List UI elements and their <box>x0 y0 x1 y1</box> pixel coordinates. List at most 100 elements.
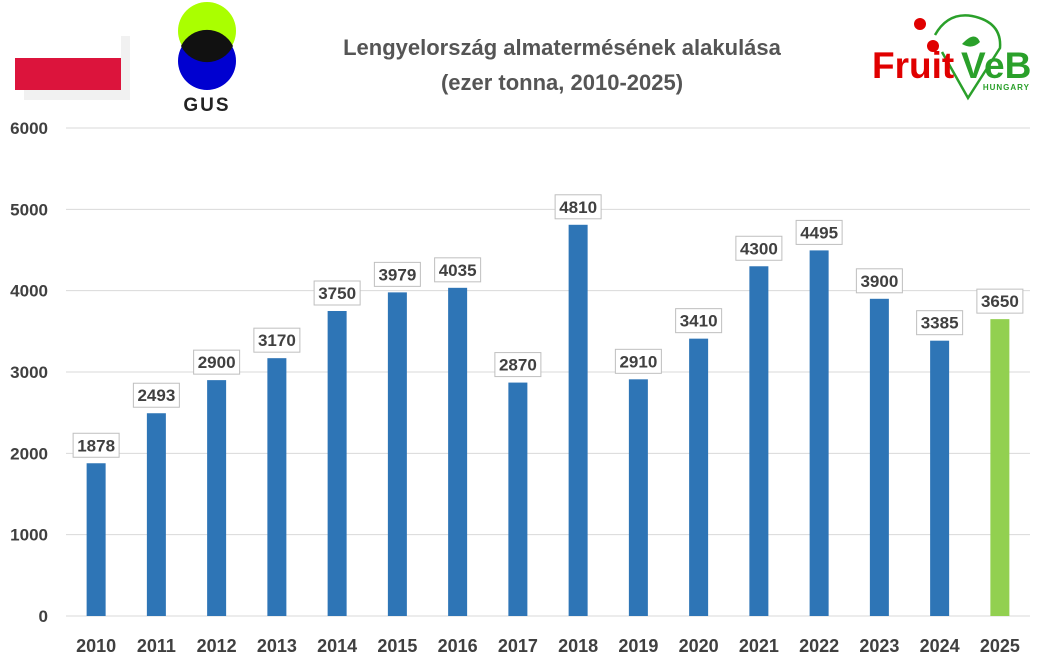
x-tick-label: 2018 <box>558 636 598 656</box>
bar-2012 <box>207 380 227 616</box>
fruitveb-v-shape <box>933 14 1002 101</box>
x-tick-label: 2013 <box>257 636 297 656</box>
data-labels-layer: 1878 2493 2900 3170 3750 3979 4035 2870 4810 2910… <box>72 194 1024 458</box>
chart-title-line2: (ezer tonna, 2010-2025) <box>441 70 683 95</box>
data-label-value: 3979 <box>378 265 416 284</box>
bar-2010 <box>86 463 106 616</box>
data-label-value: 3410 <box>680 312 718 331</box>
bar-2025 <box>990 319 1010 616</box>
bar-2018 <box>568 224 588 616</box>
data-label-box <box>735 235 783 261</box>
grid-layer <box>66 127 1030 617</box>
bar-2015 <box>387 292 407 616</box>
x-tick-label: 2015 <box>377 636 417 656</box>
data-label-2019: 2910 <box>614 348 662 374</box>
data-label-2016: 4035 <box>434 257 482 283</box>
data-label-value: 1878 <box>77 436 115 455</box>
x-axis: 2010 2011 2012 2013 2014 2015 2016 2017 2018 2019… <box>76 636 1020 656</box>
bar-2014 <box>327 311 347 616</box>
bar-2013 <box>267 358 287 616</box>
data-label-value: 2493 <box>137 386 175 405</box>
data-label-value: 2910 <box>619 352 657 371</box>
y-tick-label: 2000 <box>10 444 48 463</box>
data-label-box <box>554 194 602 220</box>
data-label-value: 3900 <box>860 272 898 291</box>
fruitveb-text-eb: eB <box>984 45 1031 86</box>
data-label-2014: 3750 <box>313 280 361 306</box>
data-label-value: 4035 <box>439 261 477 280</box>
bar-2021 <box>749 266 769 616</box>
y-tick-label: 4000 <box>10 282 48 301</box>
chart-title-line1: Lengyelország almatermésének alakulása <box>343 35 782 60</box>
fruitveb-v-letter: V <box>961 45 986 86</box>
fruitveb-logo: Fruit V eB HUNGARY <box>872 14 1031 101</box>
x-tick-label: 2017 <box>498 636 538 656</box>
x-tick-label: 2022 <box>799 636 839 656</box>
fruitveb-text-fruit: Fruit <box>872 45 954 86</box>
data-label-2020: 3410 <box>675 308 723 334</box>
x-tick-label: 2024 <box>920 636 960 656</box>
y-tick-label: 5000 <box>10 200 48 219</box>
data-label-2018: 4810 <box>554 194 602 220</box>
data-label-2021: 4300 <box>735 235 783 261</box>
data-label-box <box>72 432 120 458</box>
bar-2023 <box>869 298 889 616</box>
data-label-value: 4495 <box>800 223 838 242</box>
data-label-value: 3750 <box>318 284 356 303</box>
bar-2022 <box>809 250 829 616</box>
data-label-box <box>855 268 903 294</box>
gus-logo: GUS <box>178 2 236 116</box>
data-label-box <box>434 257 482 283</box>
data-label-box <box>795 219 843 245</box>
poland-flag-icon <box>15 26 130 100</box>
gus-overlap <box>181 29 233 63</box>
data-label-2013: 3170 <box>253 327 301 353</box>
x-tick-label: 2021 <box>739 636 779 656</box>
data-label-value: 2870 <box>499 356 537 375</box>
data-label-2015: 3979 <box>373 261 421 287</box>
data-label-box <box>373 261 421 287</box>
x-tick-label: 2023 <box>859 636 899 656</box>
data-label-2023: 3900 <box>855 268 903 294</box>
bar-2011 <box>146 413 166 616</box>
gus-logo-text: GUS <box>183 95 230 116</box>
data-label-box <box>494 352 542 378</box>
bar-2016 <box>448 287 468 616</box>
data-label-box <box>614 348 662 374</box>
cherry-icon <box>914 18 926 30</box>
data-label-2011: 2493 <box>132 382 180 408</box>
cherry-icon-2 <box>927 40 939 52</box>
data-label-value: 4810 <box>559 198 597 217</box>
data-label-2010: 1878 <box>72 432 120 458</box>
y-axis: 0 1000 2000 3000 4000 5000 6000 <box>10 119 48 626</box>
data-label-2025: 3650 <box>976 288 1024 314</box>
data-label-box <box>976 288 1024 314</box>
leaf-icon <box>962 36 980 47</box>
data-label-box <box>193 349 241 375</box>
data-label-value: 2900 <box>198 353 236 372</box>
data-label-box <box>916 310 964 336</box>
bar-2024 <box>930 340 950 616</box>
x-tick-label: 2011 <box>137 636 176 656</box>
flag-red-stripe <box>15 58 121 90</box>
bars-layer <box>86 224 1010 616</box>
data-label-2024: 3385 <box>916 310 964 336</box>
y-tick-label: 3000 <box>10 363 48 382</box>
data-label-2012: 2900 <box>193 349 241 375</box>
x-tick-label: 2016 <box>438 636 478 656</box>
x-tick-label: 2010 <box>76 636 116 656</box>
y-tick-label: 1000 <box>10 526 48 545</box>
y-tick-label: 6000 <box>10 119 48 138</box>
data-label-box <box>313 280 361 306</box>
data-label-box <box>675 308 723 334</box>
data-label-value: 3385 <box>921 314 959 333</box>
bar-2020 <box>689 338 709 616</box>
y-tick-label: 0 <box>39 607 48 626</box>
x-tick-label: 2014 <box>317 636 357 656</box>
bar-2017 <box>508 382 528 616</box>
data-label-value: 3170 <box>258 331 296 350</box>
data-label-2017: 2870 <box>494 352 542 378</box>
fruitveb-subtext: HUNGARY <box>983 83 1030 92</box>
bar-2019 <box>628 379 648 616</box>
